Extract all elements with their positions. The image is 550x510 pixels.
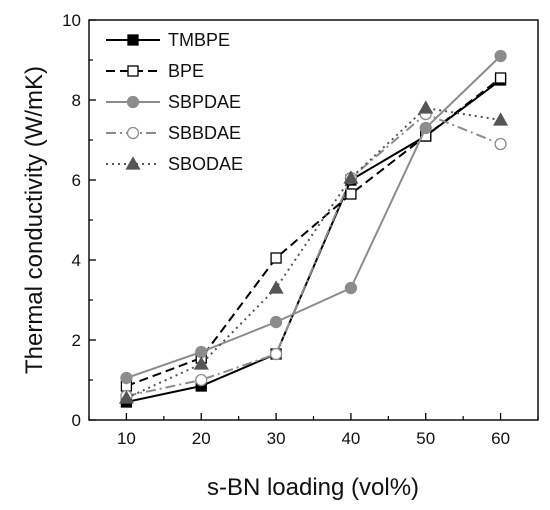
legend-entry-tmbpe: TMBPE (106, 30, 230, 50)
data-point-sbodae (493, 112, 509, 126)
data-point-sbpdae (344, 281, 358, 295)
plot-frame (88, 19, 539, 421)
legend-entry-sbpdae: SBPDAE (106, 92, 241, 112)
legend-marker-sbodae (125, 156, 141, 170)
series-layer (118, 49, 509, 408)
data-point-bpe (345, 188, 357, 200)
data-point-sbpdae (195, 345, 208, 359)
series-sbpdae (120, 49, 507, 385)
x-tick-label: 60 (491, 429, 510, 448)
data-point-sbodae (418, 100, 434, 114)
data-point-sbodae (343, 170, 359, 184)
data-point-sbodae (193, 356, 209, 370)
legend-marker-sbbdae (126, 126, 140, 140)
data-point-sbodae (268, 280, 284, 294)
legend-entry-sbodae: SBODAE (106, 154, 243, 174)
data-point-sbpdae (419, 121, 432, 135)
x-axis-title: s-BN loading (vol%) (207, 474, 419, 501)
legend-entry-bpe: BPE (106, 61, 204, 81)
legend-entry-sbbdae: SBBDAE (106, 123, 241, 143)
data-point-sbpdae (120, 371, 133, 385)
x-tick-label: 30 (267, 429, 286, 448)
axes: 10 20 30 40 50 60 0 2 4 6 8 10 (62, 11, 539, 448)
legend-marker-sbpdae (126, 95, 140, 109)
legend-label-sbpdae: SBPDAE (168, 92, 241, 112)
legend: TMBPE BPE SBPDAE SBBDAE SBODAE (106, 30, 243, 174)
data-point-bpe (270, 252, 282, 264)
series-line-bpe (126, 77, 502, 387)
series-sbodae (118, 100, 509, 404)
legend-label-sbodae: SBODAE (168, 154, 243, 174)
x-tick-label: 20 (192, 429, 211, 448)
y-tick-label: 2 (72, 331, 81, 350)
x-tick-label: 10 (117, 429, 136, 448)
data-point-sbbdae (494, 137, 507, 151)
data-point-sbbdae (195, 373, 208, 387)
y-tick-label: 4 (72, 251, 81, 270)
data-point-sbodae (118, 390, 134, 404)
legend-marker-tmbpe (127, 34, 139, 46)
data-point-sbbdae (269, 347, 283, 361)
legend-label-sbbdae: SBBDAE (168, 123, 241, 143)
data-point-sbpdae (494, 49, 507, 63)
y-tick-label: 8 (72, 91, 81, 110)
series-sbbdae (120, 107, 507, 403)
x-tick-label: 40 (341, 429, 360, 448)
series-line-sbbdae (126, 112, 501, 397)
y-axis-title: Thermal conductivity (W/mK) (21, 66, 48, 374)
legend-label-bpe: BPE (168, 61, 204, 81)
series-line-sbpdae (126, 55, 502, 379)
legend-label-tmbpe: TMBPE (168, 30, 230, 50)
series-line-sbodae (126, 106, 501, 399)
x-tick-label: 50 (416, 429, 435, 448)
y-tick-label: 6 (72, 171, 81, 190)
series-bpe (120, 72, 507, 392)
data-point-bpe (494, 72, 507, 84)
y-tick-label: 10 (62, 11, 81, 30)
y-tick-label: 0 (72, 411, 81, 430)
legend-marker-bpe (127, 65, 139, 77)
data-point-sbpdae (269, 315, 283, 329)
